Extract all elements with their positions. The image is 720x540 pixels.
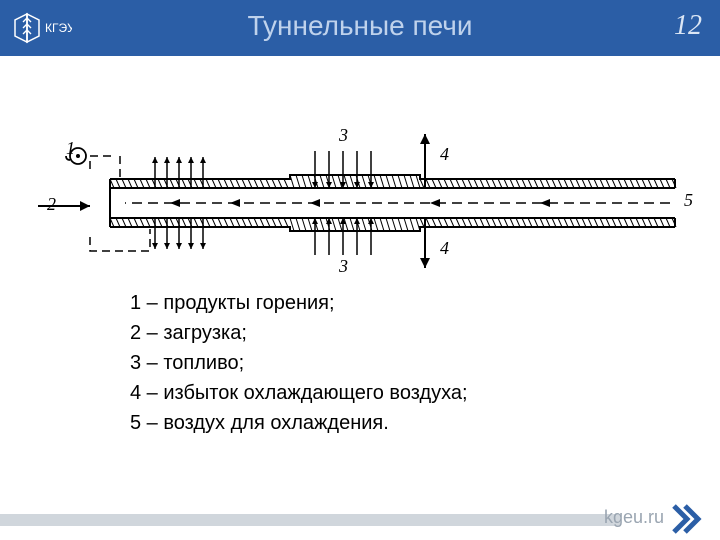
legend-list: 1 – продукты горения;2 – загрузка;3 – то…	[130, 288, 468, 438]
svg-text:3: 3	[338, 256, 348, 276]
legend-item: 2 – загрузка;	[130, 318, 468, 348]
page-number: 12	[674, 10, 702, 42]
footer: kgeu.ru	[0, 500, 720, 540]
svg-text:4: 4	[440, 144, 449, 164]
content-area: 1 2 3 3 4 4 5 1 – продукты горения;2 – загрузк…	[0, 56, 720, 500]
legend-item: 3 – топливо;	[130, 348, 468, 378]
tunnel-kiln-diagram: 1 2 3 3 4 4 5	[20, 126, 700, 276]
legend-item: 5 – воздух для охлаждения.	[130, 408, 468, 438]
page-title: Туннельные печи	[0, 10, 720, 42]
chevron-icon	[670, 502, 704, 536]
svg-text:5: 5	[684, 190, 693, 210]
footer-bar	[0, 514, 620, 526]
legend-item: 4 – избыток охлаждающего воздуха;	[130, 378, 468, 408]
svg-text:2: 2	[47, 194, 56, 214]
header-bar: КГЭУ Туннельные печи 12	[0, 0, 720, 56]
svg-text:3: 3	[338, 126, 348, 145]
legend-item: 1 – продукты горения;	[130, 288, 468, 318]
svg-text:1: 1	[66, 138, 75, 158]
footer-text: kgeu.ru	[604, 507, 664, 528]
svg-text:4: 4	[440, 238, 449, 258]
